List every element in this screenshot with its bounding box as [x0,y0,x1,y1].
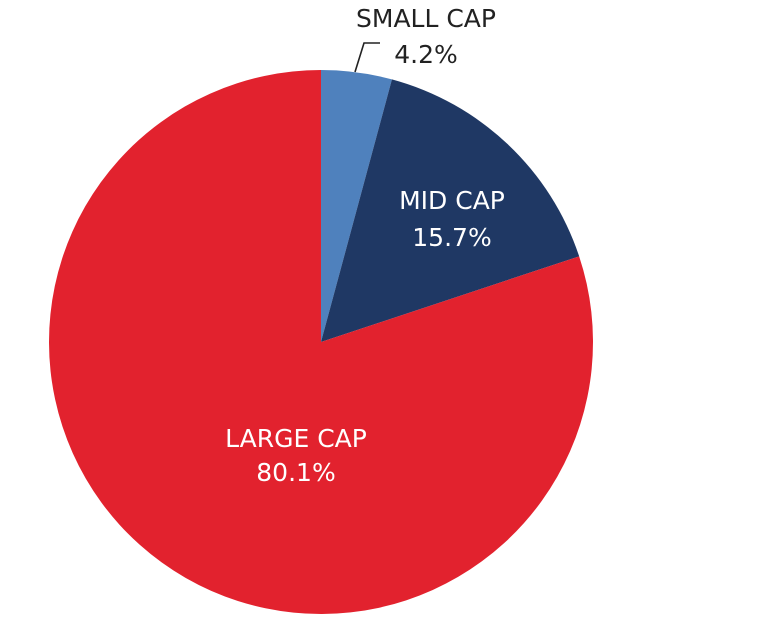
small-cap-leader-line [354,42,380,73]
slice-value-large-cap: 80.1% [256,458,335,487]
slice-label-large-cap: LARGE CAP [225,424,367,453]
slice-label-small-cap: SMALL CAP [356,4,496,33]
slice-label-mid-cap: MID CAP [399,186,505,215]
slice-value-small-cap: 4.2% [394,40,458,69]
pie-slice-large-cap [48,69,593,614]
pie-slice-mid-cap [321,79,580,343]
pie-slices [48,69,593,614]
pie-slice-small-cap [321,70,392,342]
slice-value-mid-cap: 15.7% [412,223,491,252]
